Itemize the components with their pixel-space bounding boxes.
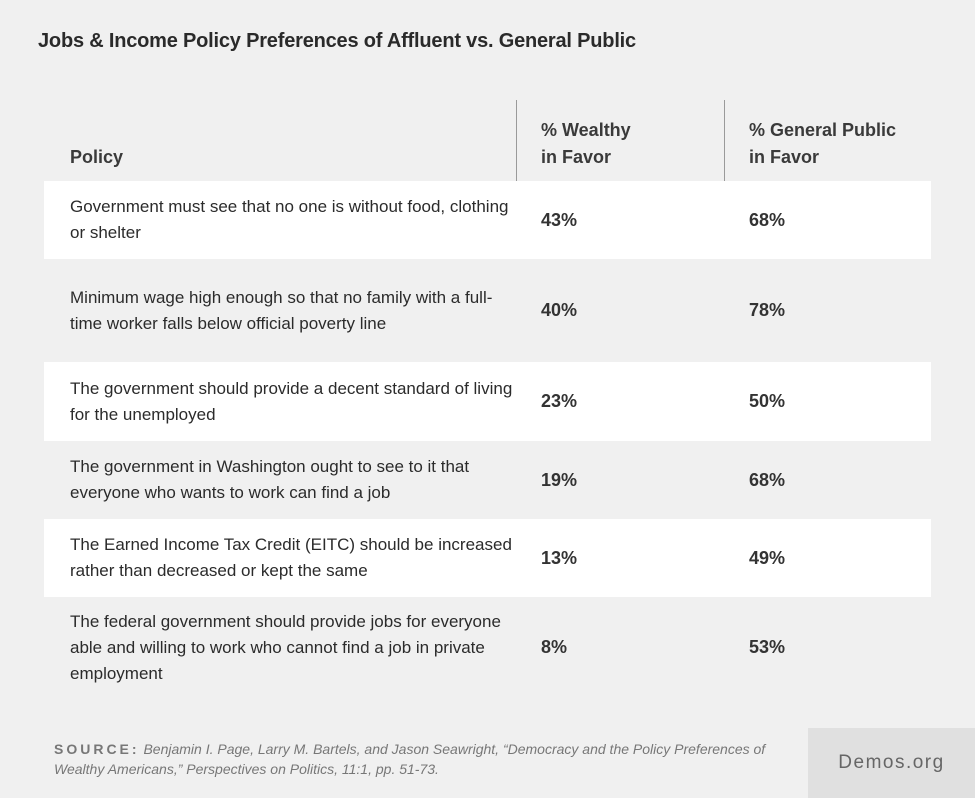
table-row: The government in Washington ought to se… — [44, 441, 931, 519]
public-value: 78% — [749, 300, 786, 320]
table-row: The government should provide a decent s… — [44, 362, 931, 441]
header-public-line1: % General Public — [749, 120, 897, 140]
public-value: 68% — [749, 209, 786, 230]
wealthy-value: 19% — [541, 469, 578, 490]
source-text: Benjamin I. Page, Larry M. Bartels, and … — [54, 741, 766, 777]
header-public-line2: in Favor — [749, 147, 820, 167]
wealthy-value: 13% — [541, 547, 578, 568]
public-value: 50% — [749, 391, 786, 411]
header-wealthy-line2: in Favor — [541, 147, 612, 167]
header-policy: Policy — [70, 147, 124, 167]
wealthy-value: 40% — [541, 300, 578, 320]
header-wealthy: % Wealthy in Favor — [541, 117, 631, 171]
chart-title: Jobs & Income Policy Preferences of Affl… — [38, 30, 636, 52]
public-value: 53% — [749, 637, 786, 657]
public-value: 49% — [749, 547, 786, 568]
public-value: 68% — [749, 469, 786, 490]
policy-cell: Minimum wage high enough so that no fami… — [70, 287, 493, 333]
table-header: Policy % Wealthy in Favor % General Publ… — [44, 100, 931, 181]
source-note: SOURCE: Benjamin I. Page, Larry M. Barte… — [54, 739, 774, 779]
policy-cell: Government must see that no one is witho… — [70, 197, 509, 242]
source-label: SOURCE: — [54, 741, 140, 757]
policy-cell: The federal government should provide jo… — [70, 611, 501, 683]
policy-cell: The Earned Income Tax Credit (EITC) shou… — [70, 535, 512, 580]
wealthy-value: 43% — [541, 209, 578, 230]
table-row: Minimum wage high enough so that no fami… — [44, 259, 931, 362]
policy-table: Policy % Wealthy in Favor % General Publ… — [44, 100, 931, 698]
wealthy-value: 8% — [541, 637, 568, 657]
wealthy-value: 23% — [541, 391, 578, 411]
policy-cell: The government should provide a decent s… — [70, 378, 513, 424]
header-wealthy-line1: % Wealthy — [541, 120, 631, 140]
brand-logo: Demos.org — [808, 728, 975, 798]
header-public: % General Public in Favor — [749, 117, 896, 171]
policy-cell: The government in Washington ought to se… — [70, 457, 470, 502]
table-row: Government must see that no one is witho… — [44, 181, 931, 259]
table-row: The federal government should provide jo… — [44, 597, 931, 698]
table-row: The Earned Income Tax Credit (EITC) shou… — [44, 519, 931, 597]
